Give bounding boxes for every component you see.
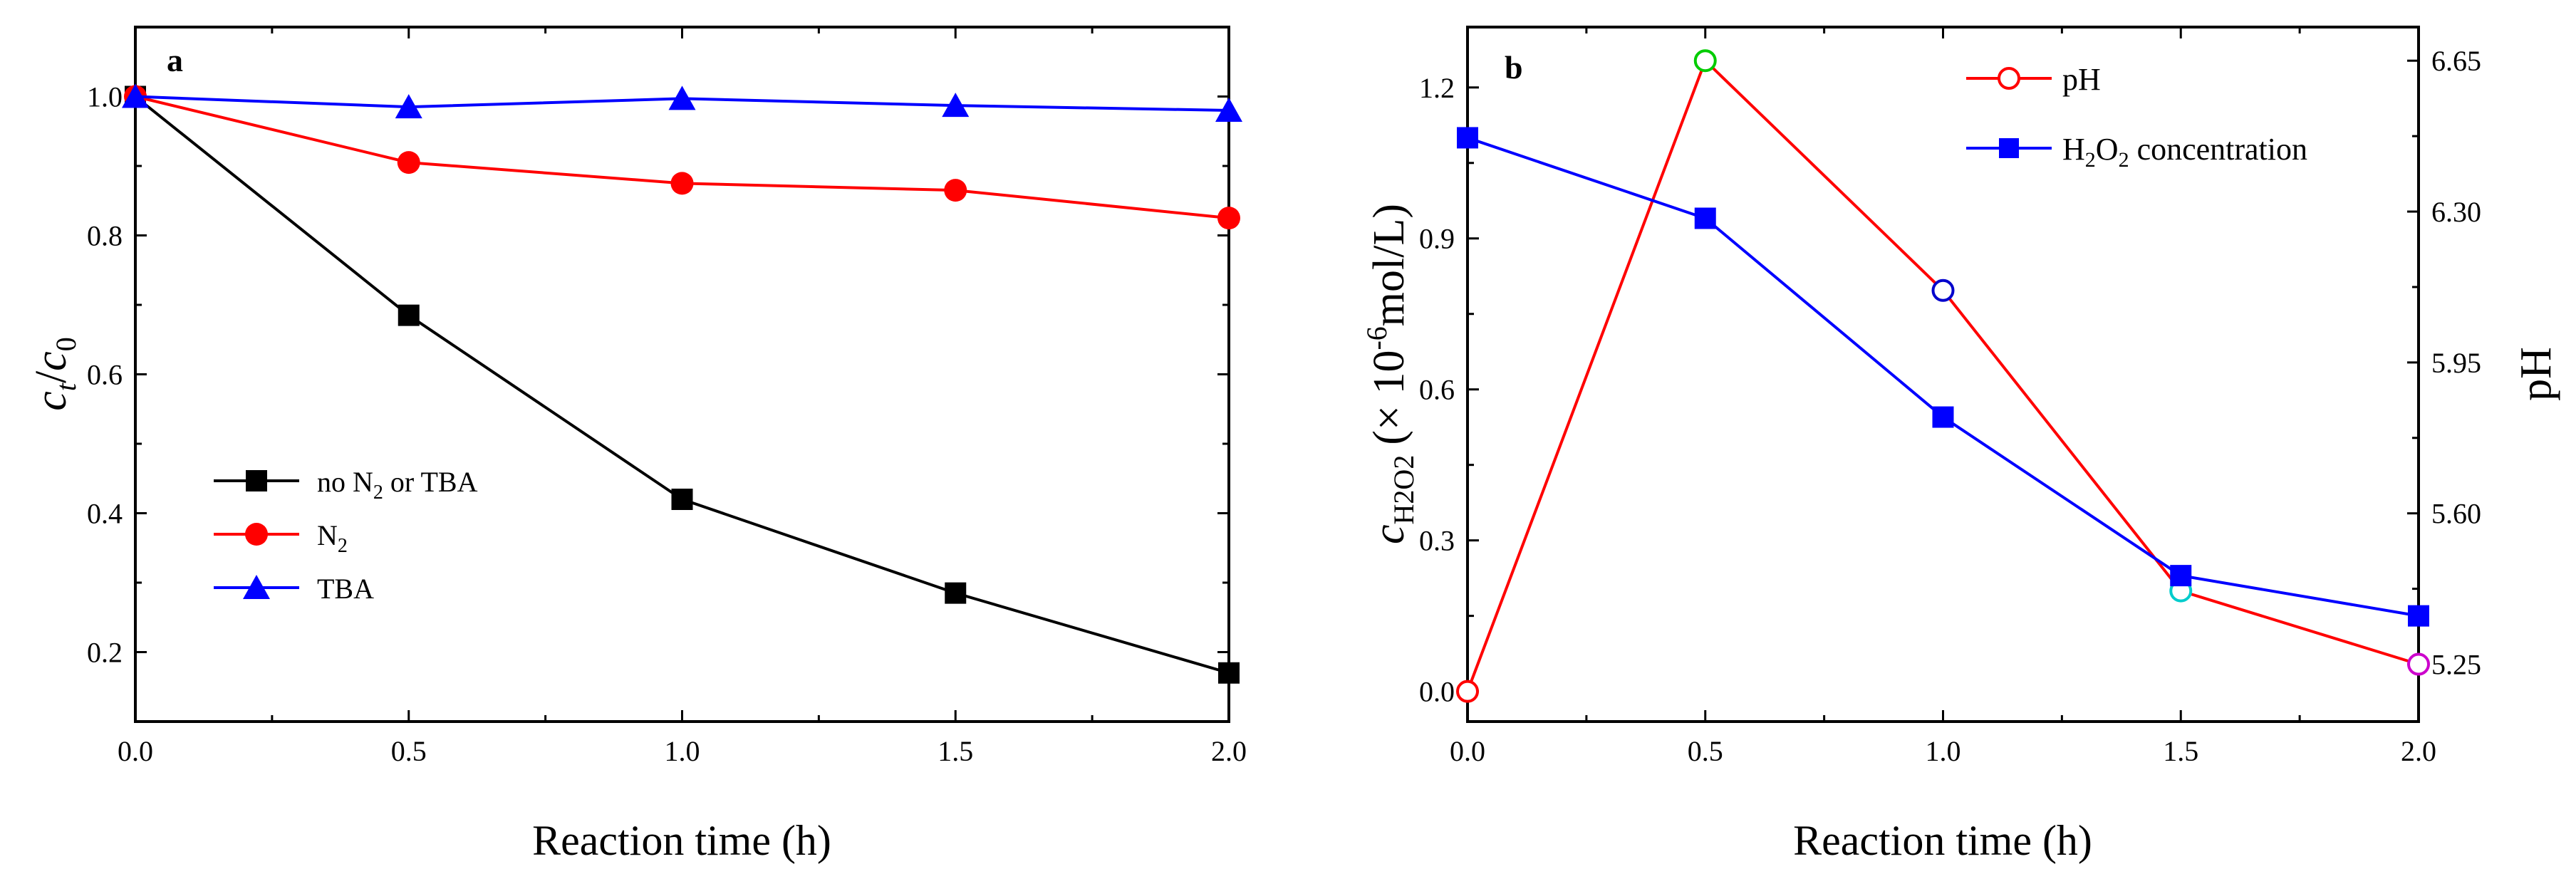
left-y-tick-label: 0.0 xyxy=(1419,676,1455,708)
left-y-tick-label: 0.9 xyxy=(1419,223,1455,255)
data-point-no-n2-or-tba xyxy=(671,489,693,510)
data-point-n2 xyxy=(670,172,694,195)
y-tick-label: 0.6 xyxy=(87,359,123,391)
legend-entry-ph: pH xyxy=(1966,62,2101,97)
panel-b-left-y-ticks: 0.0 0.3 0.6 0.9 1.2 xyxy=(1419,72,1479,708)
svg-text:H2O2 concentration: H2O2 concentration xyxy=(2062,132,2307,172)
panel-a-frame xyxy=(134,26,1230,723)
data-point-h2o2-concentration xyxy=(2170,565,2192,587)
data-point-h2o2-concentration xyxy=(2408,605,2429,627)
svg-text:pH: pH xyxy=(2062,62,2101,97)
left-y-tick-label: 1.2 xyxy=(1419,72,1455,104)
x-tick-label: 1.5 xyxy=(2163,735,2198,767)
panel-a-y-axis-label: ct/c0 xyxy=(27,337,82,410)
series-line-h2o2-concentration xyxy=(1467,136,2419,618)
panel-a-y-ticks: 0.2 0.4 0.6 0.8 1.0 xyxy=(87,26,1229,723)
x-tick-label: 1.0 xyxy=(665,735,700,767)
right-y-tick-label: 6.30 xyxy=(2431,196,2481,228)
data-point-tba xyxy=(122,83,149,108)
x-tick-label: 0.5 xyxy=(1688,735,1723,767)
left-y-tick-label: 0.3 xyxy=(1419,525,1455,557)
data-point-ph xyxy=(1456,680,1479,703)
x-tick-label: 1.5 xyxy=(938,735,973,767)
data-point-h2o2-concentration xyxy=(1932,406,1954,428)
svg-text:TBA: TBA xyxy=(317,573,374,605)
y-tick-label: 0.4 xyxy=(87,498,123,530)
y-tick-label: 0.2 xyxy=(87,637,123,669)
svg-text:N2: N2 xyxy=(317,519,348,557)
y-tick-label: 1.0 xyxy=(87,81,123,113)
panel-b-letter: b xyxy=(1505,49,1523,85)
data-point-ph xyxy=(1931,279,1955,302)
data-point-tba xyxy=(1215,98,1242,122)
legend-entry-no-n2-or-tba: no N2 or TBA xyxy=(214,466,478,504)
panel-a-x-ticks: 0.0 0.5 1.0 1.5 2.0 xyxy=(118,27,1247,767)
y-tick-label: 0.8 xyxy=(87,220,123,252)
legend-entry-n2: N2 xyxy=(214,519,348,557)
panel-b-right-y-axis-label: pH xyxy=(2512,347,2560,401)
panel-b-x-axis-label: Reaction time (h) xyxy=(1793,817,2092,864)
data-point-tba xyxy=(668,85,696,110)
data-point-no-n2-or-tba xyxy=(945,582,967,604)
panel-a-letter: a xyxy=(167,42,183,78)
left-y-tick-label: 0.6 xyxy=(1419,374,1455,406)
right-y-tick-label: 6.65 xyxy=(2431,45,2481,77)
panel-a-series xyxy=(122,83,1242,684)
right-y-tick-label: 5.95 xyxy=(2431,347,2481,379)
panel-b-x-ticks: 0.0 0.5 1.0 1.5 2.0 xyxy=(1450,27,2436,767)
x-tick-label: 0.5 xyxy=(391,735,427,767)
data-point-n2 xyxy=(397,151,420,175)
x-tick-label: 1.0 xyxy=(1926,735,1961,767)
svg-text:no N2 or TBA: no N2 or TBA xyxy=(317,466,478,504)
data-point-h2o2-concentration xyxy=(1694,207,1716,229)
panel-b-series xyxy=(1456,49,2430,703)
right-y-tick-label: 5.60 xyxy=(2431,498,2481,530)
data-point-h2o2-concentration xyxy=(1457,127,1478,149)
data-point-n2 xyxy=(1217,207,1240,230)
x-tick-label: 2.0 xyxy=(2401,735,2436,767)
data-point-ph xyxy=(1693,49,1717,73)
data-point-no-n2-or-tba xyxy=(1218,662,1240,684)
panel-a-legend: no N2 or TBA N2 TBA xyxy=(214,466,478,605)
svg-text:cH2O2(× 10-6mol/L): cH2O2(× 10-6mol/L) xyxy=(1361,204,1420,544)
panel-b-left-y-axis-label: cH2O2(× 10-6mol/L) xyxy=(1361,204,1420,544)
data-point-no-n2-or-tba xyxy=(398,304,420,326)
data-point-tba xyxy=(942,93,970,118)
panel-a-x-axis-label: Reaction time (h) xyxy=(532,817,831,864)
data-point-ph xyxy=(2407,652,2430,676)
svg-text:ct/c0: ct/c0 xyxy=(27,337,82,410)
panel-b-right-y-ticks: 5.25 5.60 5.95 6.30 6.65 xyxy=(2407,45,2481,681)
data-point-tba xyxy=(395,94,422,119)
legend-entry-h2o2-concentration: H2O2 concentration xyxy=(1966,132,2307,172)
x-tick-label: 2.0 xyxy=(1211,735,1247,767)
svg-text:pH: pH xyxy=(2512,347,2560,401)
panel-b-legend: pH H2O2 concentration xyxy=(1966,62,2307,172)
series-line-n2 xyxy=(135,95,1230,220)
x-tick-label: 0.0 xyxy=(118,735,153,767)
legend-entry-tba: TBA xyxy=(214,573,374,605)
data-point-n2 xyxy=(944,179,967,202)
x-tick-label: 0.0 xyxy=(1450,735,1485,767)
right-y-tick-label: 5.25 xyxy=(2431,649,2481,681)
